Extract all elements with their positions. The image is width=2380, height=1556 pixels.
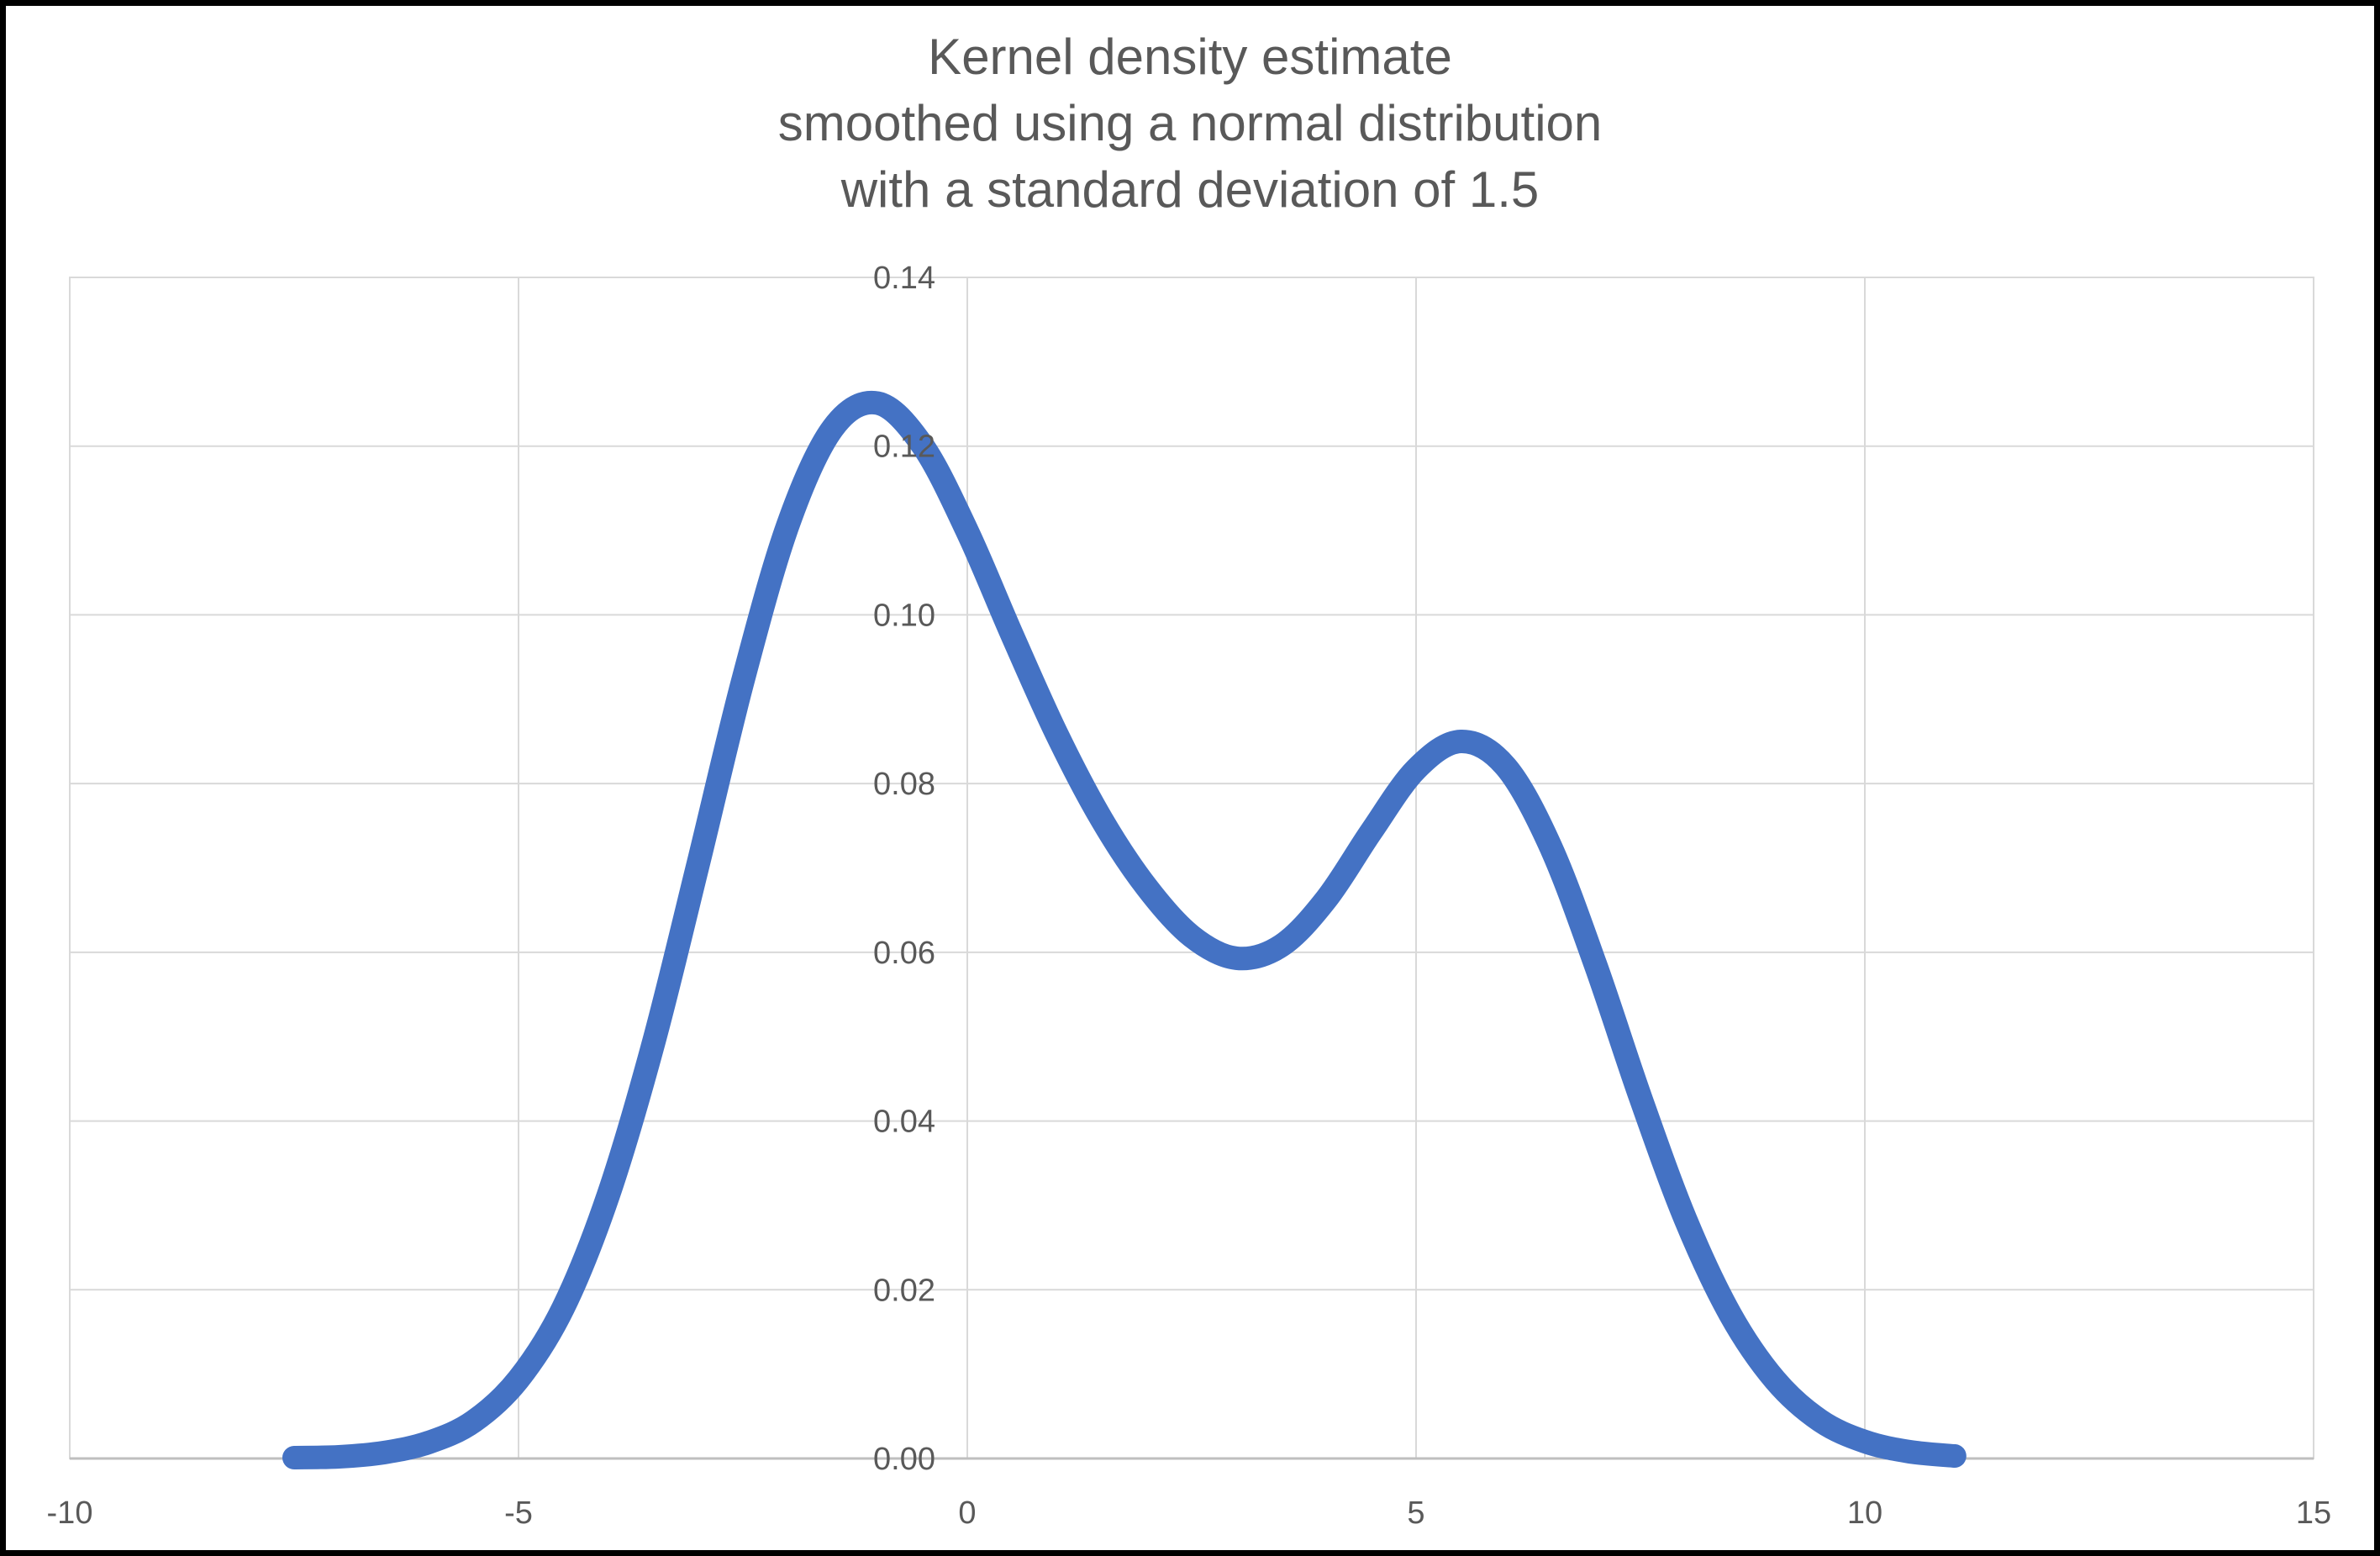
kde-curve-line bbox=[282, 390, 1967, 1469]
x-axis-tick-label: 10 bbox=[1847, 1495, 1882, 1531]
x-axis-tick-label: 15 bbox=[2296, 1495, 2331, 1531]
chart-title: Kernel density estimate smoothed using a… bbox=[0, 24, 2380, 223]
x-axis-tick-label: 5 bbox=[1407, 1495, 1424, 1531]
x-axis-tick-label: -10 bbox=[47, 1495, 93, 1531]
x-axis-tick-label: 0 bbox=[958, 1495, 976, 1531]
y-axis-tick-label: 0.08 bbox=[873, 767, 935, 802]
y-axis-tick-label: 0.14 bbox=[873, 261, 935, 296]
y-axis-tick-label: 0.06 bbox=[873, 936, 935, 971]
y-axis-tick-label: 0.04 bbox=[873, 1105, 935, 1140]
chart-title-line-2: smoothed using a normal distribution bbox=[777, 95, 1603, 151]
y-axis-tick-label: 0.12 bbox=[873, 430, 935, 465]
y-axis-tick-label: 0.10 bbox=[873, 598, 935, 633]
y-axis-tick-label: 0.00 bbox=[873, 1442, 935, 1477]
y-axis-tick-label: 0.02 bbox=[873, 1273, 935, 1308]
plot-area-border bbox=[69, 277, 2314, 1459]
x-axis-tick-label: -5 bbox=[504, 1495, 533, 1531]
chart-title-line-3: with a standard deviation of 1.5 bbox=[840, 161, 1540, 218]
chart-title-line-1: Kernel density estimate bbox=[928, 29, 1452, 85]
